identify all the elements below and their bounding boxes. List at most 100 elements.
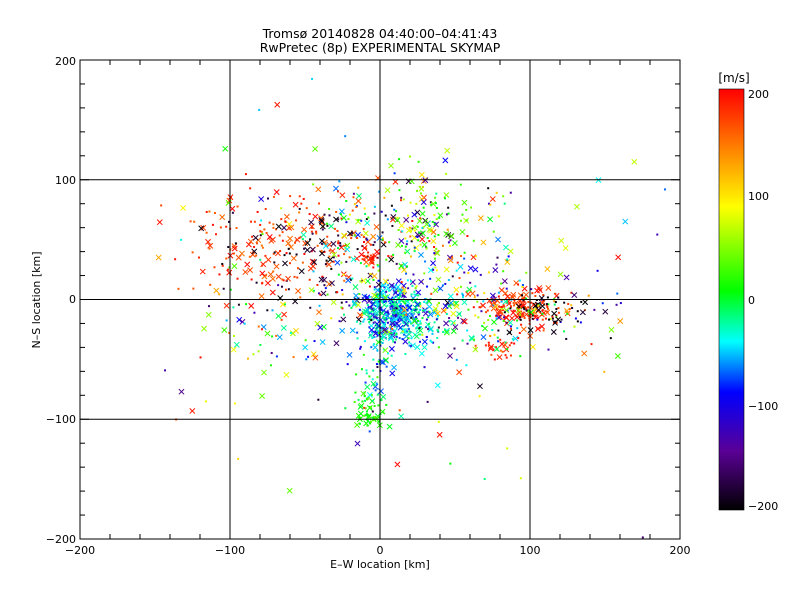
data-point-dot	[399, 304, 402, 307]
data-point-dot	[397, 289, 400, 292]
data-point-cross	[602, 308, 609, 315]
data-point-cross	[489, 196, 496, 202]
data-point-dot	[531, 314, 534, 317]
data-point-dot	[523, 308, 526, 311]
data-point-cross	[349, 327, 356, 334]
data-point-dot	[518, 279, 521, 282]
data-point-cross	[327, 256, 334, 263]
data-point-cross	[535, 306, 542, 313]
data-point-dot	[390, 204, 393, 207]
data-point-cross	[622, 218, 629, 225]
data-point-dot	[372, 309, 375, 312]
data-point-cross	[273, 189, 280, 196]
data-point-dot	[425, 219, 428, 222]
data-point-dot	[359, 417, 362, 420]
data-point-dot	[398, 189, 401, 192]
data-point-cross	[371, 292, 378, 299]
data-point-cross	[300, 231, 307, 238]
data-point-dot	[512, 309, 515, 312]
data-point-dot	[469, 281, 472, 284]
data-point-cross	[434, 310, 441, 317]
data-point-dot	[497, 291, 500, 294]
data-point-dot	[432, 268, 435, 271]
data-point-dot	[395, 318, 398, 321]
y-tick-label: −200	[46, 533, 76, 546]
data-point-cross	[301, 226, 308, 233]
data-point-cross	[198, 225, 205, 232]
data-point-dot	[259, 258, 262, 261]
data-point-cross	[374, 287, 381, 294]
data-point-dot	[398, 267, 401, 270]
data-point-dot	[375, 382, 378, 385]
data-point-dot	[519, 318, 522, 321]
data-point-cross	[564, 307, 570, 314]
data-point-dot	[365, 218, 368, 221]
data-point-dot	[542, 299, 545, 302]
data-point-dot	[350, 306, 353, 309]
data-point-dot	[477, 316, 480, 319]
data-point-dot	[349, 234, 352, 237]
data-point-cross	[509, 315, 515, 322]
data-point-dot	[465, 219, 468, 222]
data-point-dot	[453, 322, 456, 325]
data-point-dot	[298, 211, 301, 214]
data-point-dot	[198, 256, 201, 259]
data-point-cross	[532, 302, 539, 309]
data-point-dot	[353, 400, 356, 403]
data-point-dot	[451, 275, 454, 278]
data-point-dot	[498, 305, 501, 308]
data-point-dot	[386, 218, 389, 221]
data-point-dot	[520, 315, 523, 318]
data-point-cross	[380, 321, 387, 328]
data-point-dot	[289, 331, 292, 334]
data-point-dot	[301, 238, 304, 241]
data-point-dot	[438, 216, 441, 219]
data-point-dot	[341, 307, 344, 310]
data-point-dot	[423, 272, 426, 275]
data-point-dot	[395, 262, 398, 265]
data-point-dot	[404, 251, 407, 254]
data-point-dot	[546, 306, 549, 309]
data-point-dot	[205, 231, 208, 234]
data-point-cross	[456, 311, 463, 317]
data-point-cross	[461, 199, 468, 206]
data-point-dot	[510, 341, 513, 344]
data-point-dot	[461, 296, 464, 299]
data-point-cross	[378, 358, 385, 365]
data-point-dot	[390, 354, 393, 357]
data-point-dot	[340, 213, 343, 216]
data-point-cross	[557, 271, 564, 278]
data-point-dot	[272, 252, 275, 255]
data-point-dot	[400, 303, 403, 306]
data-point-cross	[447, 300, 454, 306]
data-point-dot	[492, 230, 495, 233]
data-point-dot	[367, 264, 370, 267]
data-point-cross	[427, 267, 434, 274]
data-point-dot	[397, 229, 400, 232]
y-axis-label: N–S location [km]	[30, 251, 43, 348]
data-point-dot	[547, 303, 550, 306]
data-point-dot	[503, 311, 506, 314]
data-point-dot	[342, 273, 345, 276]
data-point-dot	[337, 254, 340, 257]
data-point-dot	[417, 160, 420, 163]
data-point-dot	[339, 244, 342, 247]
data-point-dot	[447, 279, 450, 282]
data-point-dot	[444, 282, 447, 285]
data-point-dot	[394, 333, 397, 336]
data-point-dot	[330, 267, 333, 270]
data-point-dot	[208, 210, 211, 213]
data-point-dot	[359, 322, 362, 325]
data-point-cross	[523, 291, 530, 298]
data-point-dot	[307, 355, 310, 358]
data-point-cross	[205, 238, 211, 245]
data-point-dot	[413, 250, 416, 253]
data-point-dot	[465, 208, 468, 211]
data-point-dot	[426, 285, 429, 288]
data-point-dot	[590, 343, 593, 346]
data-point-dot	[256, 242, 259, 245]
data-point-dot	[233, 402, 236, 405]
data-point-cross	[353, 292, 359, 299]
data-point-cross	[347, 230, 353, 237]
data-point-dot	[374, 330, 377, 333]
